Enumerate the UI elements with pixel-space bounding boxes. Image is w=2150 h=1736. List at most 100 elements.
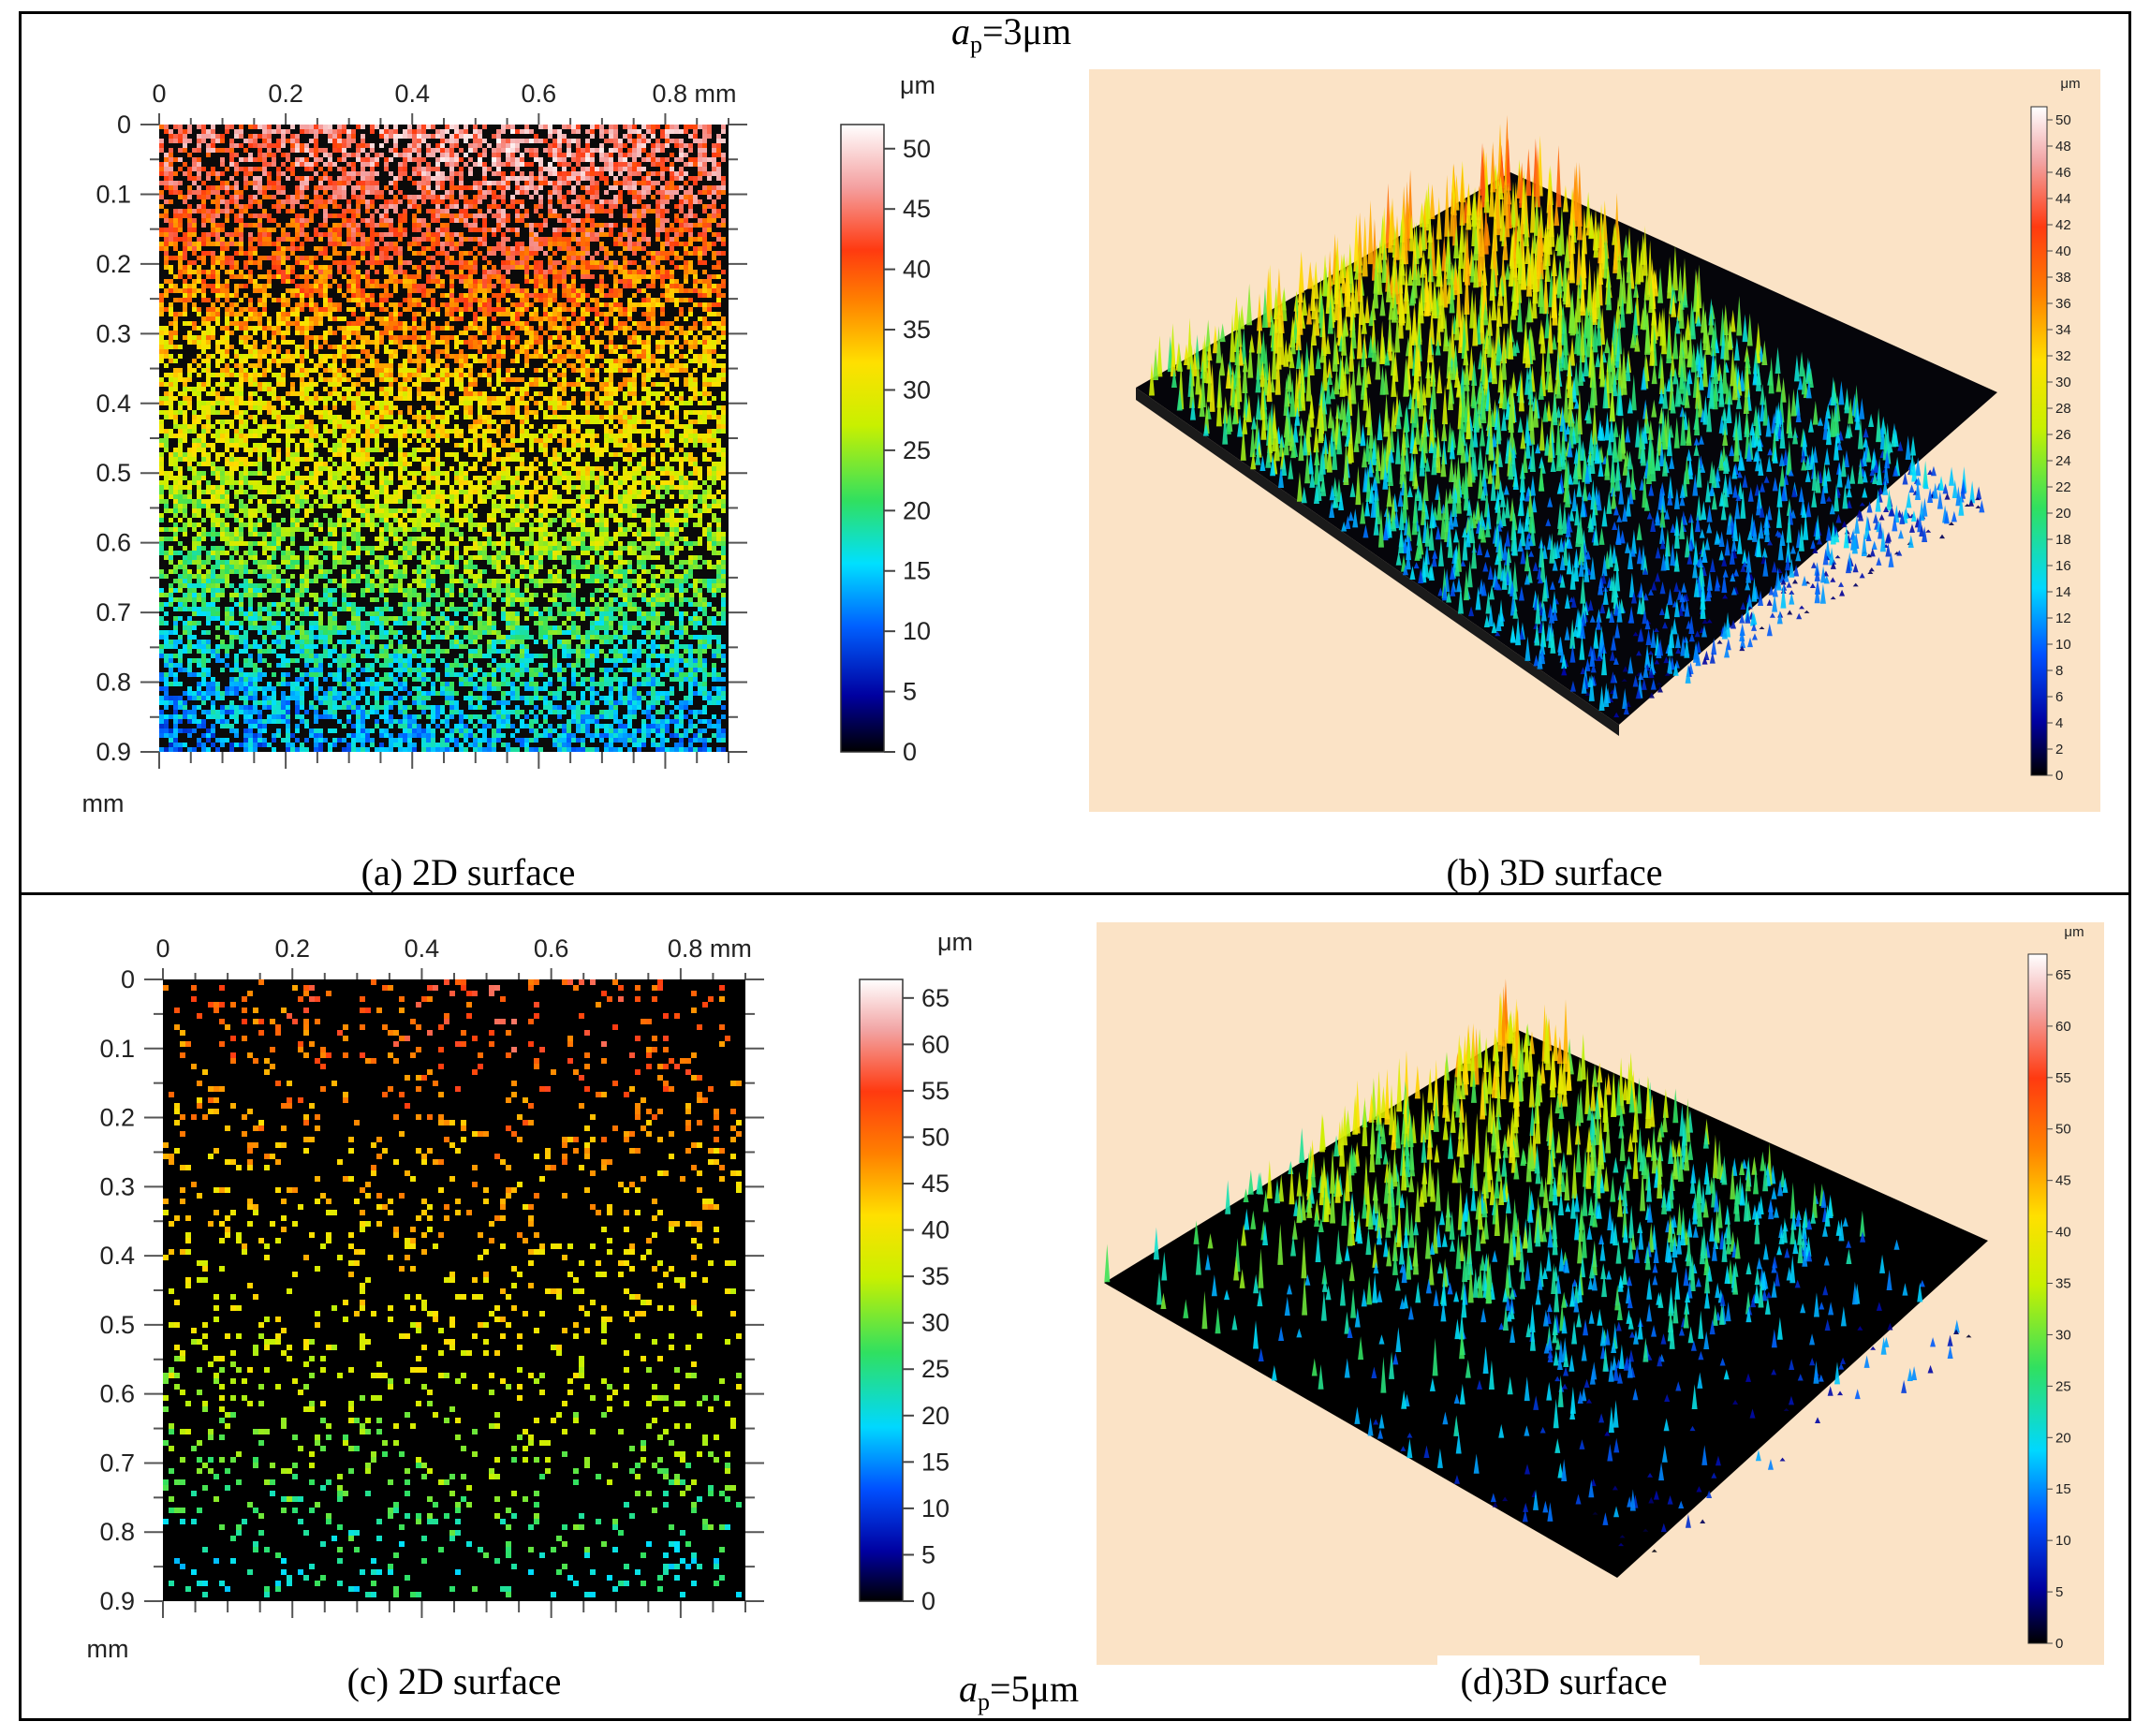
surface-pixel [637,162,641,167]
surface-pixel [552,401,557,405]
surface-pixel [314,153,318,157]
surface-pixel [688,190,693,195]
surface-pixel [712,321,716,326]
surface-pixel [595,368,599,373]
surface-pixel [361,307,365,312]
surface-pixel [295,349,300,354]
surface-pixel [506,279,510,284]
surface-pixel [534,265,538,270]
surface-pixel [309,284,314,288]
surface-pixel [590,223,595,228]
surface-pixel [323,223,328,228]
surface-pixel [211,148,215,153]
surface-pixel [665,401,670,405]
surface-pixel [482,148,487,153]
surface-pixel [674,284,679,288]
surface-pixel [290,340,295,345]
surface-pixel [431,307,435,312]
surface-pixel [332,162,337,167]
surface-pixel [276,209,281,213]
surface-pixel [337,148,342,153]
surface-pixel [595,316,599,321]
surface-pixel [520,153,524,157]
surface-pixel [169,354,173,359]
surface-pixel [670,129,674,134]
surface-pixel [403,363,407,368]
surface-pixel [314,368,318,373]
surface-pixel [515,190,520,195]
surface-pixel [459,157,464,162]
surface-pixel [637,368,641,373]
surface-pixel [187,139,192,143]
surface-pixel [529,223,534,228]
surface-pixel [454,143,459,148]
surface-pixel [403,326,407,331]
surface-pixel [567,125,571,129]
surface-pixel [716,293,721,298]
surface-pixel [234,284,239,288]
surface-pixel [478,405,482,410]
surface-pixel [169,270,173,274]
surface-pixel [449,237,454,242]
surface-pixel [538,349,543,354]
surface-pixel [529,265,534,270]
surface-pixel [707,326,712,331]
surface-pixel [337,167,342,171]
surface-pixel [712,185,716,190]
surface-pixel [468,321,473,326]
surface-pixel [464,391,468,396]
surface-pixel [384,410,389,415]
surface-pixel [407,288,412,293]
surface-pixel [351,246,356,251]
surface-pixel [590,237,595,242]
surface-pixel [332,251,337,256]
surface-pixel [332,354,337,359]
surface-pixel [365,429,370,434]
surface-pixel [169,237,173,242]
surface-pixel [534,288,538,293]
surface-pixel [356,391,361,396]
surface-pixel [641,387,646,391]
surface-pixel [431,256,435,260]
surface-pixel [220,134,225,139]
surface-pixel [201,293,206,298]
surface-pixel [487,302,492,307]
surface-pixel [510,265,515,270]
surface-pixel [412,251,417,256]
surface-pixel [712,190,716,195]
surface-pixel [552,312,557,316]
surface-pixel [524,293,529,298]
surface-pixel [384,321,389,326]
surface-pixel [679,171,684,176]
surface-pixel [670,171,674,176]
surface-pixel [384,288,389,293]
surface-pixel [454,274,459,279]
surface-pixel [281,316,286,321]
surface-pixel [253,312,258,316]
surface-pixel [248,415,253,419]
surface-pixel [267,368,272,373]
surface-pixel [684,377,688,382]
surface-pixel [660,274,665,279]
surface-pixel [538,354,543,359]
surface-pixel [464,204,468,209]
surface-pixel [370,410,375,415]
surface-pixel [417,284,421,288]
surface-pixel [187,209,192,213]
surface-pixel [431,321,435,326]
surface-pixel [552,129,557,134]
surface-pixel [192,368,197,373]
surface-pixel [688,359,693,363]
surface-pixel [304,265,309,270]
surface-pixel [599,129,604,134]
surface-pixel [417,171,421,176]
surface-pixel [487,354,492,359]
surface-pixel [459,237,464,242]
surface-pixel [173,396,178,401]
surface-pixel [389,157,393,162]
surface-pixel [473,162,478,167]
surface-pixel [552,242,557,246]
surface-pixel [571,363,576,368]
surface-pixel [262,162,267,167]
surface-pixel [370,405,375,410]
